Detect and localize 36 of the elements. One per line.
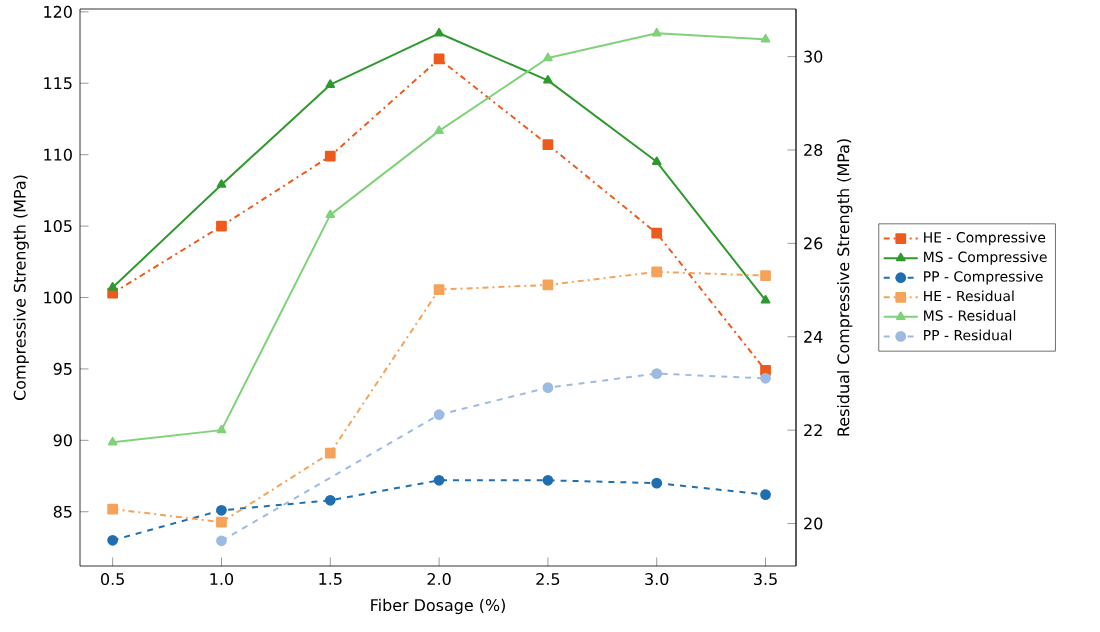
point	[324, 150, 336, 162]
point	[760, 294, 771, 304]
point	[760, 372, 771, 384]
point	[542, 139, 554, 151]
point	[434, 27, 444, 37]
point	[651, 368, 663, 380]
point	[216, 424, 227, 434]
point	[434, 125, 444, 135]
point	[651, 156, 662, 166]
point	[325, 209, 336, 219]
point	[760, 489, 771, 500]
point	[107, 282, 118, 291]
point	[543, 75, 553, 84]
point	[760, 33, 771, 43]
point	[325, 79, 336, 88]
point	[324, 447, 336, 459]
point	[651, 477, 663, 489]
point	[651, 266, 663, 278]
point	[433, 284, 445, 295]
point	[760, 270, 771, 281]
point	[543, 52, 553, 62]
point	[107, 534, 119, 546]
point	[216, 516, 227, 528]
point	[216, 535, 227, 547]
point	[107, 436, 118, 446]
point	[433, 474, 445, 486]
point	[107, 503, 119, 515]
point	[216, 220, 227, 232]
point	[216, 179, 227, 188]
point	[651, 227, 663, 239]
point	[542, 474, 554, 486]
point	[216, 504, 227, 516]
point	[324, 494, 336, 506]
point	[542, 382, 554, 394]
point	[651, 27, 662, 37]
point	[433, 409, 445, 421]
